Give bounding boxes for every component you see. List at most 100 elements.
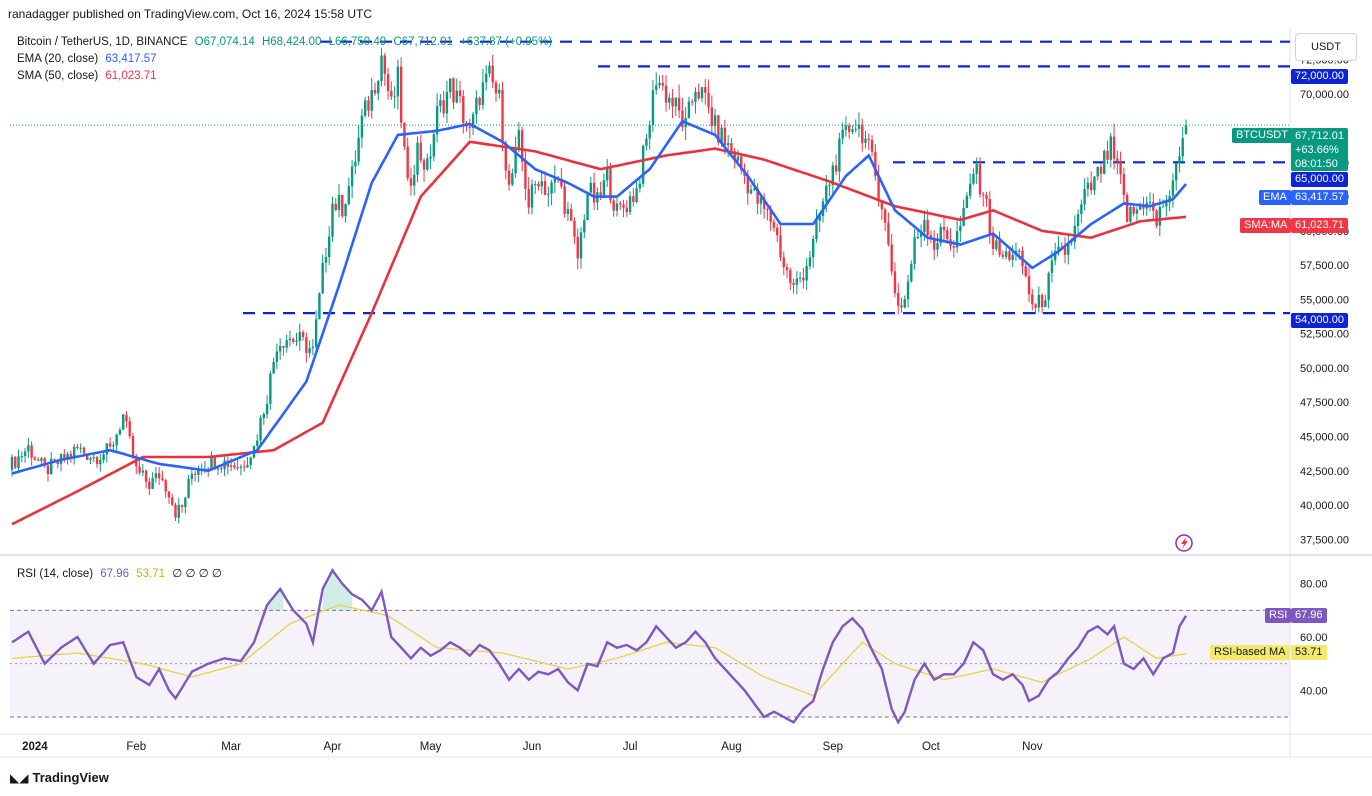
candle-body (478, 97, 481, 106)
candle-body (897, 293, 900, 306)
candle-body (445, 91, 449, 114)
candle-body (605, 167, 609, 181)
rsi-overbought-fill (322, 570, 353, 611)
candle-body (121, 414, 125, 430)
candle-body (36, 459, 40, 461)
candle-body (193, 473, 197, 475)
candle-body (658, 82, 661, 86)
candle-body (308, 348, 311, 354)
tradingview-logo[interactable]: ◣◢ TradingView (10, 770, 109, 785)
btc-price-tag: 67,712.01 +63.66% 08:01:50 (1291, 128, 1348, 171)
candle-body (468, 126, 472, 128)
level-72000-tag: 72,000.00 (1291, 69, 1348, 84)
candle-body (278, 345, 282, 352)
candle-body (233, 465, 236, 468)
candle-body (507, 170, 511, 185)
candle-body (857, 124, 861, 129)
time-tick-label: Mar (221, 741, 241, 753)
candle-body (82, 447, 86, 454)
candle-body (1008, 251, 1011, 260)
candle-body (23, 451, 27, 457)
candle-body (766, 208, 769, 210)
candle-body (1106, 151, 1109, 160)
candle-body (851, 129, 854, 132)
candle-body (187, 478, 190, 498)
candle-body (66, 453, 69, 460)
ema-legend[interactable]: EMA (20, close) 63,417.57 (17, 53, 161, 65)
candle-body (893, 271, 897, 294)
candle-body (955, 231, 959, 248)
candle-body (1155, 210, 1158, 226)
sma-tag: SMA:MA (1240, 218, 1292, 233)
candle-body (579, 232, 583, 259)
rsi-tick-label: 80.00 (1300, 579, 1328, 591)
candle-body (416, 142, 419, 175)
candle-body (354, 161, 357, 167)
candle-body (458, 90, 462, 97)
btc-timer: 08:01:50 (1295, 158, 1338, 170)
candle-body (1116, 158, 1119, 162)
candle-body (831, 165, 835, 185)
candle-body (99, 459, 102, 465)
candle-body (599, 192, 602, 196)
candle-body (1122, 174, 1126, 195)
sma-50-line (11, 140, 1187, 526)
candle-body (86, 453, 89, 460)
time-tick-label: Apr (324, 741, 342, 753)
rsi-tick-label: 60.00 (1300, 632, 1328, 644)
symbol-legend: Bitcoin / TetherUS, 1D, BINANCE O67,074.… (17, 36, 556, 48)
candle-body (455, 90, 458, 103)
candle-body (426, 158, 429, 170)
candle-body (311, 346, 315, 349)
candle-body (449, 78, 452, 92)
candle-body (239, 466, 243, 468)
candle-body (1174, 163, 1178, 181)
candle-body (452, 78, 455, 103)
candle-body (1125, 194, 1129, 222)
candle-body (854, 128, 857, 130)
candle-body (1001, 254, 1005, 257)
sma-legend[interactable]: SMA (50, close) 61,023.71 (17, 70, 161, 82)
candle-body (363, 100, 367, 116)
candle-body (570, 209, 573, 221)
ema-20-line (11, 119, 1187, 475)
candle-body (615, 203, 619, 211)
candle-body (89, 458, 92, 460)
candle-body (259, 417, 262, 441)
candle-body (442, 100, 445, 114)
candle-body (995, 240, 998, 250)
candle-body (1178, 156, 1181, 164)
price-tick-label: 52,500.00 (1300, 329, 1349, 341)
candle-body (432, 134, 436, 157)
candle-body (439, 100, 442, 107)
candle-body (396, 66, 400, 97)
candle-body (131, 436, 135, 458)
sma-legend-value: 61,023.71 (105, 70, 157, 82)
candle-body (79, 447, 82, 449)
rsi-legend[interactable]: RSI (14, close) 67.96 53.71 ∅ ∅ ∅ ∅ (17, 566, 226, 580)
candle-body (900, 305, 903, 308)
currency-button[interactable]: USDT (1295, 33, 1357, 61)
candle-body (164, 480, 167, 492)
candle-body (1089, 182, 1093, 191)
candle-body (141, 470, 145, 473)
candle-body (272, 361, 275, 374)
candle-body (1132, 206, 1135, 214)
candle-body (880, 201, 884, 210)
candle-body (534, 183, 537, 185)
candle-body (151, 478, 154, 489)
candle-body (498, 89, 501, 94)
candle-body (704, 87, 707, 93)
candle-body (46, 465, 50, 475)
candle-body (651, 90, 655, 125)
candle-body (543, 181, 547, 195)
candle-body (301, 331, 305, 338)
candle-body (910, 264, 913, 282)
candle-body (288, 338, 292, 341)
candle-body (965, 195, 969, 208)
candle-body (779, 235, 782, 258)
candle-body (1181, 138, 1184, 157)
candle-body (1119, 161, 1122, 175)
candle-body (560, 178, 563, 187)
